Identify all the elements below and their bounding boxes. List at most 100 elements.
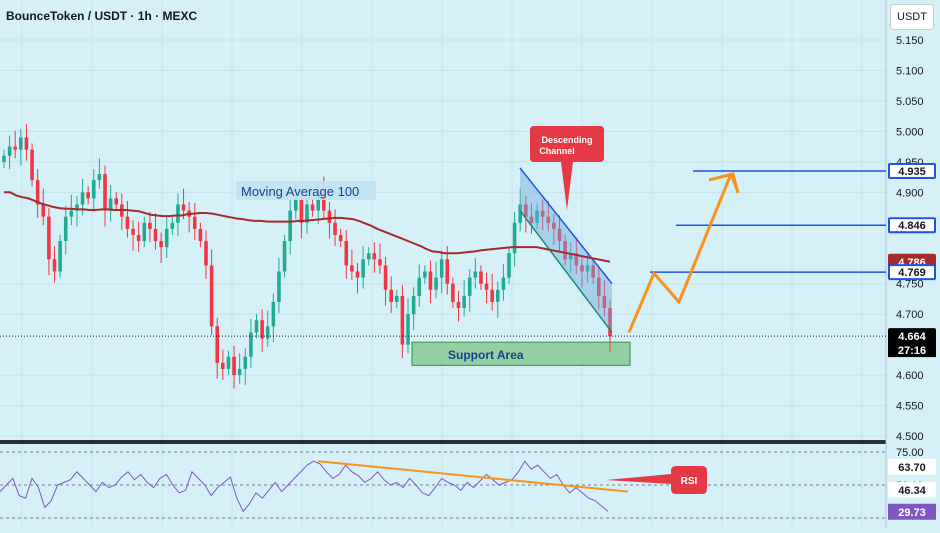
price-label-text: 4.664 [898,331,926,343]
candle-body [271,301,276,327]
projection-arrowhead [708,172,740,194]
candle-body [52,259,57,272]
support-zone [411,341,631,366]
rsi-value-text: 63.70 [898,462,926,474]
candle-body [518,204,523,223]
candle-body [277,271,281,302]
price-tick-label: 5.050 [896,96,924,108]
candle-body [568,253,573,260]
candle-body [394,295,399,302]
candle-body [91,180,96,199]
candle-body [75,204,79,211]
candle-body [411,295,416,315]
candle-body [86,192,90,199]
candle-body [24,137,29,150]
candle-body [159,241,163,248]
price-label-text: 4.769 [898,267,926,279]
candle-body [327,210,332,223]
candle-body [2,155,6,162]
candle-body [316,192,321,211]
candle-body [30,149,34,181]
candle-body [282,241,287,272]
candle-body [557,228,562,242]
candle-body [423,271,427,278]
candle-body [80,192,85,205]
rsi-trendline [317,460,629,493]
price-label-inner [890,266,934,279]
candle-body [608,308,612,337]
candle-body [237,368,242,376]
candle-body [389,289,393,302]
candle-body [529,216,534,223]
candle-body [181,204,186,211]
candle-body [19,137,23,150]
candle-body [338,234,343,242]
candle-body [546,216,551,223]
price-tick-label: 5.000 [896,126,924,138]
support-zone-label: Support Area [448,348,524,362]
rsi-value-label [888,481,936,498]
candle-body [305,204,309,223]
price-label-text: 4.935 [898,166,926,178]
candle-body [434,277,438,290]
candle-body [540,210,545,217]
descending-channel-callout [530,126,604,210]
candle-body [507,253,511,278]
candle-body [114,198,119,205]
candle-body [58,241,62,272]
candle-body [580,265,584,272]
candle-body [467,277,472,296]
price-tick-label: 4.550 [896,401,924,413]
candle-body [512,222,517,254]
candle-body [69,210,74,217]
rsi-line [0,460,609,513]
candle-body [417,277,422,296]
currency-button[interactable]: USDT [890,4,934,30]
price-label-text: 4.846 [898,220,926,232]
candle-body [495,289,500,302]
rsi-value-text: 29.73 [898,507,926,519]
channel-fill [520,167,612,333]
price-tick-label: 4.700 [896,309,924,321]
candle-body [445,259,450,284]
candles [2,124,612,389]
candle-body [456,301,461,309]
candle-body [552,222,556,229]
countdown-label: 27:16 [898,345,926,357]
candle-body [148,222,152,229]
candle-body [344,241,349,266]
candle-body [63,216,68,242]
candle-body [501,277,506,290]
candle-body [535,210,539,223]
price-tick-label: 4.600 [896,370,924,382]
ma-label-background [236,181,376,200]
rsi-callout [606,466,707,494]
candle-body [198,228,203,242]
candle-body [372,253,377,260]
candle-body [204,241,208,266]
candle-body [585,265,590,272]
candle-body [265,326,270,339]
candle-body [596,277,601,296]
candle-body [322,192,326,211]
candle-body [221,362,225,369]
rsi-tick-label: 75.00 [896,447,924,459]
candle-body [192,216,197,229]
candle-body [350,265,354,272]
channel-upper-line [519,167,613,285]
candle-body [602,295,607,309]
rsi-value-label [888,458,936,475]
candle-body [226,356,231,369]
candle-body [563,241,567,260]
candle-body [333,222,337,235]
candle-body [406,314,410,345]
candle-body [484,283,489,290]
countdown-background [888,343,936,358]
candle-body [310,204,315,211]
rsi-callout-label: RSI [681,476,698,487]
moving-average-line [4,191,611,263]
price-label-last [888,328,936,345]
candle-body [591,265,595,278]
